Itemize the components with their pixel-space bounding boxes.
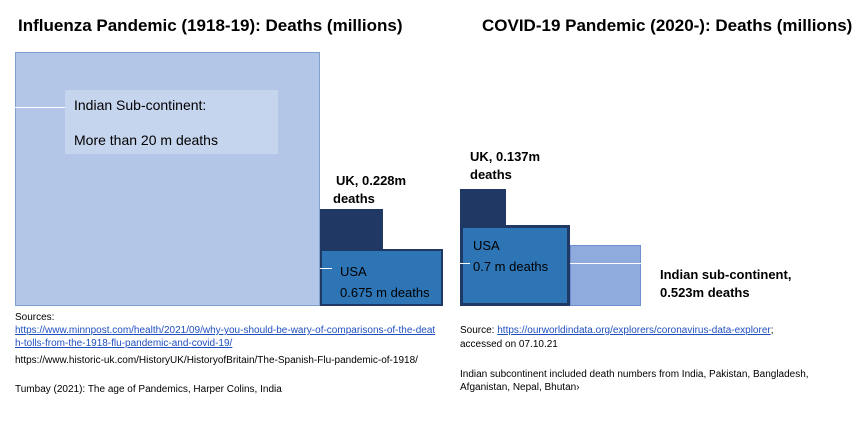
influenza-india-label-line1: Indian Sub-continent: (74, 97, 207, 113)
influenza-source-2: https://www.historic-uk.com/HistoryUK/Hi… (15, 355, 418, 366)
influenza-india-label-box (65, 90, 278, 154)
covid-usa-label-line1: USA (473, 238, 500, 253)
influenza-usa-square (320, 249, 443, 306)
covid-india-label-line1: Indian sub-continent, (660, 267, 792, 282)
covid-source-link[interactable]: https://ourworldindata.org/explorers/cor… (497, 325, 771, 336)
influenza-usa-label-line1: USA (340, 264, 367, 279)
influenza-source-link-1-text[interactable]: https://www.minnpost.com/health/2021/09/… (15, 325, 436, 349)
influenza-uk-square (320, 209, 383, 249)
covid-india-leader-line (570, 263, 641, 264)
covid-source-line: Source: https://ourworldindata.org/explo… (460, 324, 774, 337)
covid-usa-label-line2: 0.7 m deaths (473, 259, 549, 274)
influenza-uk-label-line2: deaths (333, 191, 375, 206)
influenza-usa-label-line2: 0.675 m deaths (340, 285, 430, 300)
covid-uk-label-line1: UK, 0.137m (470, 149, 541, 164)
influenza-sources-heading: Sources: (15, 312, 55, 323)
covid-source-suffix: ; (770, 325, 774, 336)
covid-usa-leader-line (460, 263, 470, 264)
influenza-source-3: Tumbay (2021): The age of Pandemics, Har… (15, 384, 282, 395)
covid-india-label-line2: 0.523m deaths (660, 285, 750, 300)
covid-uk-square (460, 189, 506, 225)
covid-note: Indian subcontinent included death numbe… (460, 369, 809, 393)
influenza-usa-leader-line (320, 268, 332, 269)
influenza-uk-label-line1: UK, 0.228m (336, 173, 407, 188)
influenza-source-link-1[interactable]: https://www.minnpost.com/health/2021/09/… (15, 324, 440, 350)
influenza-chart-title: Influenza Pandemic (1918-19): Deaths (mi… (18, 16, 403, 35)
influenza-india-leader-line (15, 107, 65, 108)
covid-india-square (570, 245, 641, 306)
covid-uk-label-line2: deaths (470, 167, 512, 182)
covid-source-prefix: Source: (460, 325, 498, 336)
covid-chart-title: COVID-19 Pandemic (2020-): Deaths (milli… (482, 16, 853, 35)
covid-accessed-date: accessed on 07.10.21 (460, 339, 558, 350)
covid-usa-square (460, 225, 570, 306)
influenza-india-label-line2: More than 20 m deaths (74, 132, 218, 148)
